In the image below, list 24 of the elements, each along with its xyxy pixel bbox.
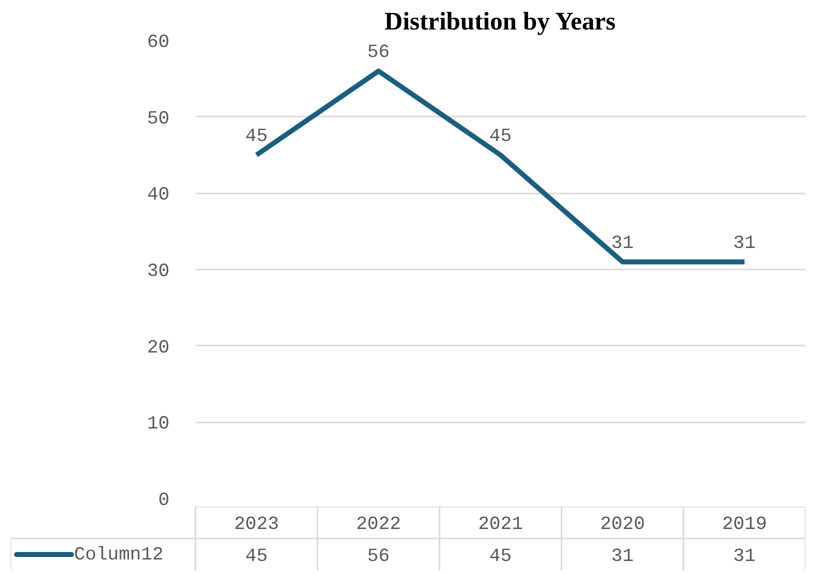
annotation: 45 [489, 125, 512, 147]
y-tick-label: 0 [158, 489, 170, 511]
y-tick-label: 30 [147, 260, 170, 282]
y-tick-label: 60 [147, 31, 170, 53]
x-tick-label: 2022 [356, 513, 401, 535]
data-label: 45 [245, 545, 268, 567]
x-tick-label: 2020 [600, 513, 645, 535]
annotation: 45 [245, 125, 268, 147]
data-label: 56 [367, 545, 390, 567]
annotation: 31 [611, 232, 634, 254]
data-label: 31 [611, 545, 634, 567]
data-label: 31 [733, 545, 756, 567]
y-tick-label: 50 [147, 107, 170, 130]
x-tick-label: 2019 [722, 513, 767, 535]
data-label: 45 [489, 545, 512, 567]
y-tick-label: 40 [147, 184, 170, 206]
annotation: 31 [733, 232, 756, 254]
x-tick-label: 2023 [234, 513, 279, 535]
y-tick-label: 20 [147, 336, 170, 358]
chart-title: Distribution by Years [384, 8, 616, 36]
y-tick-label: 10 [147, 412, 170, 435]
x-tick-label: 2021 [478, 513, 523, 535]
legend-label: Column12 [74, 544, 164, 566]
annotation: 56 [367, 41, 390, 64]
